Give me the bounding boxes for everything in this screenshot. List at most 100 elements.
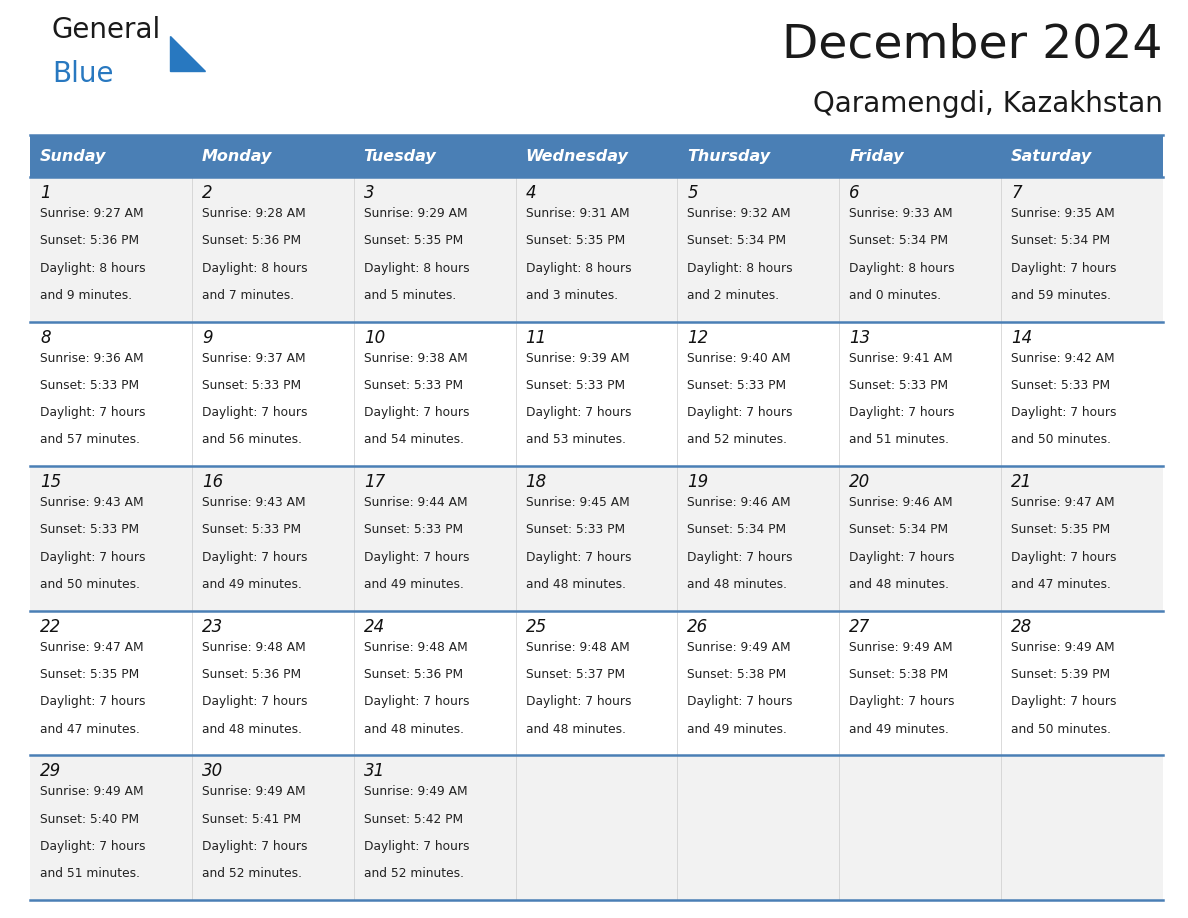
Text: 8: 8 [40,329,51,347]
Text: Daylight: 7 hours: Daylight: 7 hours [202,695,308,709]
Text: Sunset: 5:35 PM: Sunset: 5:35 PM [364,234,463,247]
Text: Sunset: 5:33 PM: Sunset: 5:33 PM [525,379,625,392]
Text: 15: 15 [40,473,62,491]
Text: Daylight: 8 hours: Daylight: 8 hours [688,262,794,274]
Bar [354,466,516,610]
Text: and 52 minutes.: and 52 minutes. [364,868,463,880]
Text: and 59 minutes.: and 59 minutes. [1011,289,1111,302]
Text: Sunset: 5:33 PM: Sunset: 5:33 PM [688,379,786,392]
Bar [839,135,1001,177]
Text: Daylight: 8 hours: Daylight: 8 hours [202,262,308,274]
Text: and 56 minutes.: and 56 minutes. [202,433,302,446]
Text: Daylight: 7 hours: Daylight: 7 hours [849,695,955,709]
Text: Sunrise: 9:38 AM: Sunrise: 9:38 AM [364,352,467,364]
Text: 20: 20 [849,473,871,491]
Text: Sunset: 5:36 PM: Sunset: 5:36 PM [364,668,463,681]
Bar [30,610,191,756]
Text: Daylight: 7 hours: Daylight: 7 hours [1011,262,1117,274]
Text: 16: 16 [202,473,223,491]
Text: and 49 minutes.: and 49 minutes. [688,722,788,735]
Text: Daylight: 7 hours: Daylight: 7 hours [364,840,469,853]
Text: Daylight: 7 hours: Daylight: 7 hours [364,551,469,564]
Text: Sunrise: 9:31 AM: Sunrise: 9:31 AM [525,207,630,220]
Text: 24: 24 [364,618,385,636]
Text: Daylight: 7 hours: Daylight: 7 hours [364,406,469,420]
Bar [677,756,839,900]
Text: Sunset: 5:36 PM: Sunset: 5:36 PM [40,234,139,247]
Text: Sunset: 5:41 PM: Sunset: 5:41 PM [202,812,301,825]
Text: 25: 25 [525,618,546,636]
Text: Sunrise: 9:28 AM: Sunrise: 9:28 AM [202,207,305,220]
Text: 9: 9 [202,329,213,347]
Text: Monday: Monday [202,149,272,163]
Text: Sunrise: 9:47 AM: Sunrise: 9:47 AM [40,641,144,654]
Text: Daylight: 7 hours: Daylight: 7 hours [40,551,145,564]
Text: Sunset: 5:37 PM: Sunset: 5:37 PM [525,668,625,681]
Text: Sunrise: 9:45 AM: Sunrise: 9:45 AM [525,497,630,509]
Text: Sunrise: 9:42 AM: Sunrise: 9:42 AM [1011,352,1114,364]
Text: 6: 6 [849,184,860,202]
Polygon shape [170,36,206,71]
Text: Sunset: 5:34 PM: Sunset: 5:34 PM [688,523,786,536]
Text: Sunset: 5:34 PM: Sunset: 5:34 PM [688,234,786,247]
Text: Daylight: 7 hours: Daylight: 7 hours [202,406,308,420]
Bar [516,177,677,321]
Text: and 51 minutes.: and 51 minutes. [849,433,949,446]
Text: Sunrise: 9:49 AM: Sunrise: 9:49 AM [364,786,467,799]
Bar [191,466,354,610]
Text: December 2024: December 2024 [783,22,1163,67]
Text: Sunset: 5:33 PM: Sunset: 5:33 PM [202,523,301,536]
Text: Sunset: 5:42 PM: Sunset: 5:42 PM [364,812,463,825]
Text: 19: 19 [688,473,709,491]
Text: Sunrise: 9:49 AM: Sunrise: 9:49 AM [40,786,144,799]
Bar [677,177,839,321]
Text: Sunrise: 9:39 AM: Sunrise: 9:39 AM [525,352,630,364]
Text: and 49 minutes.: and 49 minutes. [849,722,949,735]
Text: and 51 minutes.: and 51 minutes. [40,868,140,880]
Text: Daylight: 8 hours: Daylight: 8 hours [849,262,955,274]
Text: and 2 minutes.: and 2 minutes. [688,289,779,302]
Bar [1001,135,1163,177]
Text: Sunset: 5:36 PM: Sunset: 5:36 PM [202,668,301,681]
Text: 7: 7 [1011,184,1022,202]
Text: Sunset: 5:35 PM: Sunset: 5:35 PM [40,668,139,681]
Text: 23: 23 [202,618,223,636]
Text: 2: 2 [202,184,213,202]
Bar [1001,321,1163,466]
Text: and 47 minutes.: and 47 minutes. [1011,578,1111,591]
Text: and 7 minutes.: and 7 minutes. [202,289,293,302]
Bar [30,466,191,610]
Text: Daylight: 7 hours: Daylight: 7 hours [40,695,145,709]
Bar [191,321,354,466]
Bar [516,610,677,756]
Text: Sunrise: 9:44 AM: Sunrise: 9:44 AM [364,497,467,509]
Bar [1001,610,1163,756]
Text: and 49 minutes.: and 49 minutes. [202,578,302,591]
Text: Thursday: Thursday [688,149,771,163]
Text: Sunset: 5:33 PM: Sunset: 5:33 PM [202,379,301,392]
Bar [191,135,354,177]
Bar [191,610,354,756]
Text: and 52 minutes.: and 52 minutes. [202,868,302,880]
Text: and 50 minutes.: and 50 minutes. [1011,433,1111,446]
Text: and 48 minutes.: and 48 minutes. [525,722,626,735]
Text: 1: 1 [40,184,51,202]
Text: Saturday: Saturday [1011,149,1093,163]
Bar [677,135,839,177]
Text: Daylight: 7 hours: Daylight: 7 hours [849,551,955,564]
Text: 22: 22 [40,618,62,636]
Bar [516,756,677,900]
Text: and 48 minutes.: and 48 minutes. [849,578,949,591]
Text: Sunset: 5:33 PM: Sunset: 5:33 PM [364,379,463,392]
Text: Wednesday: Wednesday [525,149,628,163]
Text: 17: 17 [364,473,385,491]
Text: Daylight: 7 hours: Daylight: 7 hours [364,695,469,709]
Text: Sunset: 5:38 PM: Sunset: 5:38 PM [688,668,786,681]
Text: Sunrise: 9:36 AM: Sunrise: 9:36 AM [40,352,144,364]
Text: Sunrise: 9:43 AM: Sunrise: 9:43 AM [202,497,305,509]
Bar [354,321,516,466]
Text: and 57 minutes.: and 57 minutes. [40,433,140,446]
Text: 26: 26 [688,618,709,636]
Bar [354,177,516,321]
Text: Sunset: 5:33 PM: Sunset: 5:33 PM [525,523,625,536]
